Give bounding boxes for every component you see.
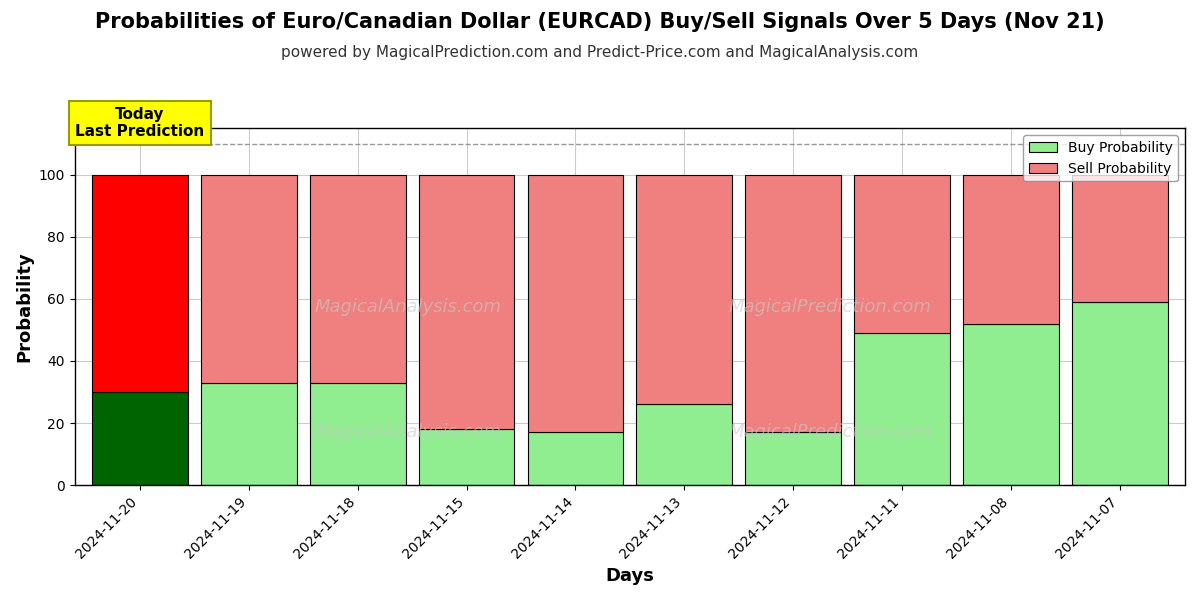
Bar	[310, 383, 406, 485]
Text: MagicalPrediction.com: MagicalPrediction.com	[728, 422, 931, 440]
Text: MagicalAnalysis.com: MagicalAnalysis.com	[314, 298, 502, 316]
Bar	[854, 175, 950, 333]
Bar	[745, 433, 841, 485]
Bar	[854, 333, 950, 485]
Text: MagicalAnalysis.com: MagicalAnalysis.com	[314, 422, 502, 440]
Y-axis label: Probability: Probability	[16, 251, 34, 362]
Bar	[92, 175, 188, 392]
X-axis label: Days: Days	[605, 567, 654, 585]
Bar	[200, 383, 296, 485]
Text: powered by MagicalPrediction.com and Predict-Price.com and MagicalAnalysis.com: powered by MagicalPrediction.com and Pre…	[281, 45, 919, 60]
Bar	[92, 392, 188, 485]
Bar	[419, 175, 515, 429]
Bar	[962, 175, 1058, 324]
Text: Today
Last Prediction: Today Last Prediction	[76, 107, 204, 139]
Bar	[528, 175, 623, 433]
Bar	[1072, 175, 1168, 302]
Bar	[745, 175, 841, 433]
Text: MagicalPrediction.com: MagicalPrediction.com	[728, 298, 931, 316]
Bar	[636, 404, 732, 485]
Bar	[636, 175, 732, 404]
Bar	[310, 175, 406, 383]
Bar	[200, 175, 296, 383]
Bar	[962, 324, 1058, 485]
Bar	[1072, 302, 1168, 485]
Text: Probabilities of Euro/Canadian Dollar (EURCAD) Buy/Sell Signals Over 5 Days (Nov: Probabilities of Euro/Canadian Dollar (E…	[95, 12, 1105, 32]
Legend: Buy Probability, Sell Probability: Buy Probability, Sell Probability	[1024, 135, 1178, 181]
Bar	[528, 433, 623, 485]
Bar	[419, 429, 515, 485]
